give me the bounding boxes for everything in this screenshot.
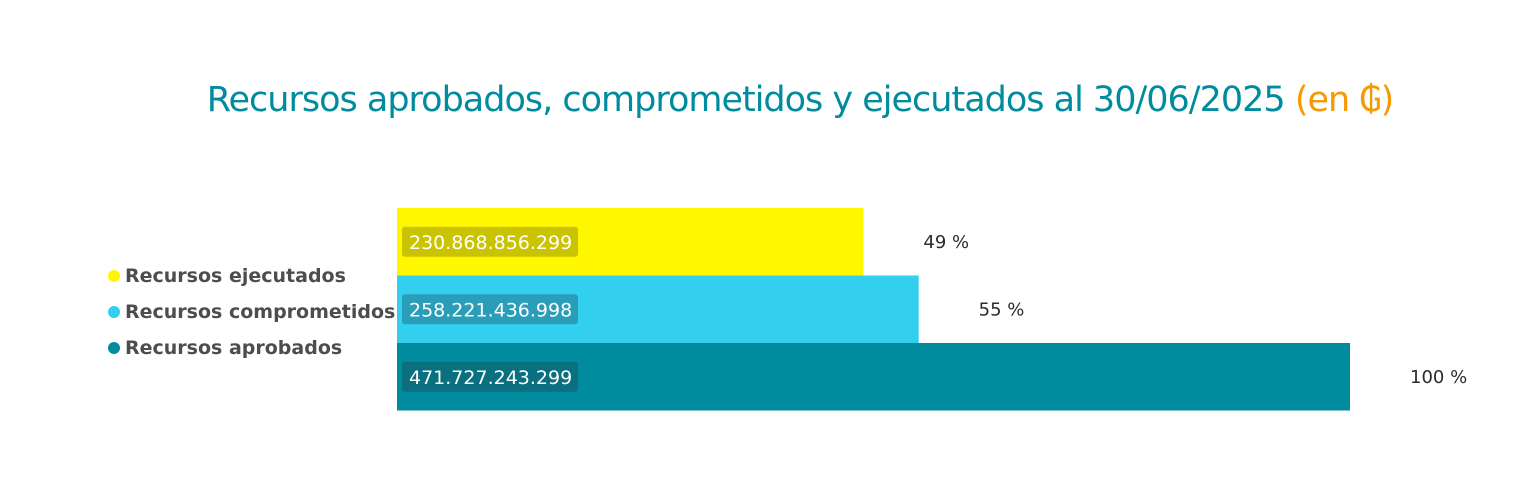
value-label-ejecutados: 230.868.856.299 (409, 232, 572, 254)
value-label-background (402, 361, 578, 392)
value-label-aprobados: 471.727.243.299 (409, 367, 572, 389)
legend-dot-icon (108, 306, 120, 318)
legend-label: Recursos comprometidos (125, 301, 396, 323)
value-label-background (402, 226, 578, 257)
legend-item-aprobados[interactable]: Recursos aprobados (108, 330, 395, 366)
legend-dot-icon (108, 270, 120, 282)
chart-title-currency: (en ₲) (1294, 80, 1394, 120)
legend-label: Recursos ejecutados (125, 265, 346, 287)
value-label-comprometidos: 258.221.436.998 (409, 299, 572, 321)
legend-label: Recursos aprobados (125, 337, 343, 359)
legend: Recursos ejecutados Recursos comprometid… (108, 258, 395, 366)
percent-label-ejecutados: 49 % (923, 232, 969, 253)
legend-item-comprometidos[interactable]: Recursos comprometidos (108, 294, 395, 330)
legend-dot-icon (108, 342, 120, 354)
chart-title: Recursos aprobados, comprometidos y ejec… (0, 80, 1523, 120)
percent-label-comprometidos: 55 % (979, 299, 1025, 320)
value-label-background (402, 294, 578, 325)
percent-label-aprobados: 100 % (1410, 367, 1467, 388)
legend-item-ejecutados[interactable]: Recursos ejecutados (108, 258, 395, 294)
chart-title-main: Recursos aprobados, comprometidos y ejec… (206, 80, 1286, 120)
